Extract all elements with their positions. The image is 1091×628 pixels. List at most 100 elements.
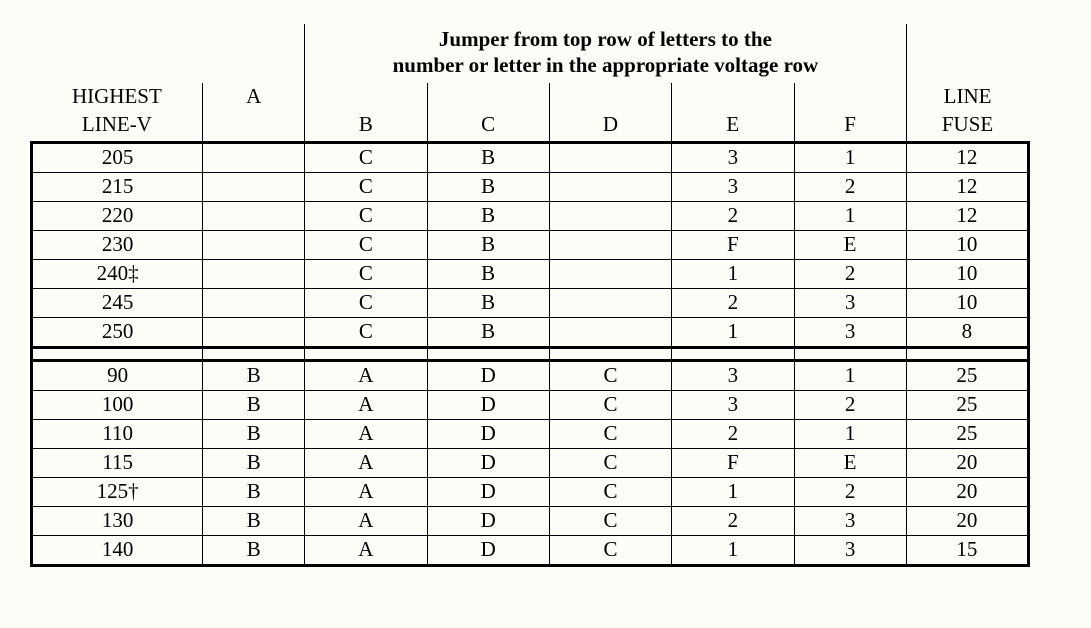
cell-c: B: [427, 142, 549, 172]
cell-a: [203, 172, 305, 201]
cell-b: C: [305, 317, 427, 347]
title-row: Jumper from top row of letters to the nu…: [32, 24, 1029, 53]
cell-fuse: 10: [906, 288, 1028, 317]
cell-fuse: 20: [906, 448, 1028, 477]
cell-a: [203, 259, 305, 288]
cell-f: 2: [794, 259, 906, 288]
table-row: 110BADC2125: [32, 419, 1029, 448]
cell-a: [203, 288, 305, 317]
hdr-col0-l1: HIGHEST: [32, 83, 203, 111]
jumper-table-wrap: Jumper from top row of letters to the nu…: [30, 24, 1030, 567]
cell-fuse: 15: [906, 535, 1028, 565]
cell-d: C: [549, 477, 671, 506]
cell-v: 140: [32, 535, 203, 565]
cell-d: [549, 317, 671, 347]
cell-e: F: [672, 448, 794, 477]
table-row: 115BADCFE20: [32, 448, 1029, 477]
cell-v: 110: [32, 419, 203, 448]
cell-f: E: [794, 448, 906, 477]
table-row: 215CB3212: [32, 172, 1029, 201]
cell-d: C: [549, 535, 671, 565]
cell-v: 250: [32, 317, 203, 347]
cell-d: C: [549, 360, 671, 390]
cell-b: C: [305, 259, 427, 288]
cell-c: B: [427, 172, 549, 201]
cell-v: 230: [32, 230, 203, 259]
cell-e: 1: [672, 535, 794, 565]
cell-e: F: [672, 230, 794, 259]
cell-e: 2: [672, 506, 794, 535]
cell-d: [549, 172, 671, 201]
cell-a: B: [203, 390, 305, 419]
table-row: 90BADC3125: [32, 360, 1029, 390]
cell-c: D: [427, 506, 549, 535]
cell-c: D: [427, 419, 549, 448]
hdr-col5: E: [672, 111, 794, 143]
cell-b: C: [305, 288, 427, 317]
cell-d: [549, 230, 671, 259]
cell-e: 3: [672, 142, 794, 172]
cell-v: 125†: [32, 477, 203, 506]
cell-fuse: 20: [906, 477, 1028, 506]
table-row: 125†BADC1220: [32, 477, 1029, 506]
cell-c: D: [427, 390, 549, 419]
cell-a: [203, 142, 305, 172]
cell-a: [203, 201, 305, 230]
cell-b: C: [305, 142, 427, 172]
cell-d: [549, 288, 671, 317]
cell-a: B: [203, 419, 305, 448]
table-title: Jumper from top row of letters to the nu…: [305, 24, 906, 83]
cell-v: 205: [32, 142, 203, 172]
cell-d: [549, 259, 671, 288]
table-row: 230CBFE10: [32, 230, 1029, 259]
cell-f: 2: [794, 390, 906, 419]
table-row: 130BADC2320: [32, 506, 1029, 535]
cell-b: A: [305, 360, 427, 390]
cell-e: 1: [672, 317, 794, 347]
cell-c: D: [427, 448, 549, 477]
hdr-col2: B: [305, 111, 427, 143]
header-row-1: HIGHEST A LINE: [32, 83, 1029, 111]
cell-f: 3: [794, 506, 906, 535]
cell-c: B: [427, 259, 549, 288]
cell-v: 115: [32, 448, 203, 477]
hdr-col4: D: [549, 111, 671, 143]
cell-fuse: 20: [906, 506, 1028, 535]
cell-fuse: 12: [906, 172, 1028, 201]
cell-fuse: 12: [906, 201, 1028, 230]
cell-f: 1: [794, 201, 906, 230]
cell-e: 2: [672, 288, 794, 317]
cell-a: B: [203, 477, 305, 506]
cell-a: [203, 317, 305, 347]
cell-fuse: 12: [906, 142, 1028, 172]
cell-e: 1: [672, 259, 794, 288]
header-row-2: LINE-V B C D E F FUSE: [32, 111, 1029, 143]
cell-a: B: [203, 506, 305, 535]
cell-b: A: [305, 506, 427, 535]
cell-f: 1: [794, 360, 906, 390]
cell-b: A: [305, 477, 427, 506]
cell-c: B: [427, 288, 549, 317]
cell-c: B: [427, 317, 549, 347]
cell-e: 2: [672, 201, 794, 230]
cell-v: 245: [32, 288, 203, 317]
cell-b: C: [305, 172, 427, 201]
cell-v: 90: [32, 360, 203, 390]
cell-e: 3: [672, 360, 794, 390]
block-gap: [32, 347, 1029, 360]
hdr-col7-l2: FUSE: [906, 111, 1028, 143]
cell-fuse: 25: [906, 360, 1028, 390]
cell-a: B: [203, 448, 305, 477]
cell-d: C: [549, 506, 671, 535]
title-line-2: number or letter in the appropriate volt…: [393, 53, 819, 77]
cell-fuse: 8: [906, 317, 1028, 347]
cell-fuse: 10: [906, 230, 1028, 259]
title-line-1: Jumper from top row of letters to the: [439, 27, 772, 51]
cell-fuse: 25: [906, 390, 1028, 419]
cell-b: A: [305, 535, 427, 565]
jumper-table: Jumper from top row of letters to the nu…: [30, 24, 1030, 567]
cell-fuse: 10: [906, 259, 1028, 288]
table-row: 140BADC1315: [32, 535, 1029, 565]
cell-e: 3: [672, 172, 794, 201]
table-row: 250CB138: [32, 317, 1029, 347]
